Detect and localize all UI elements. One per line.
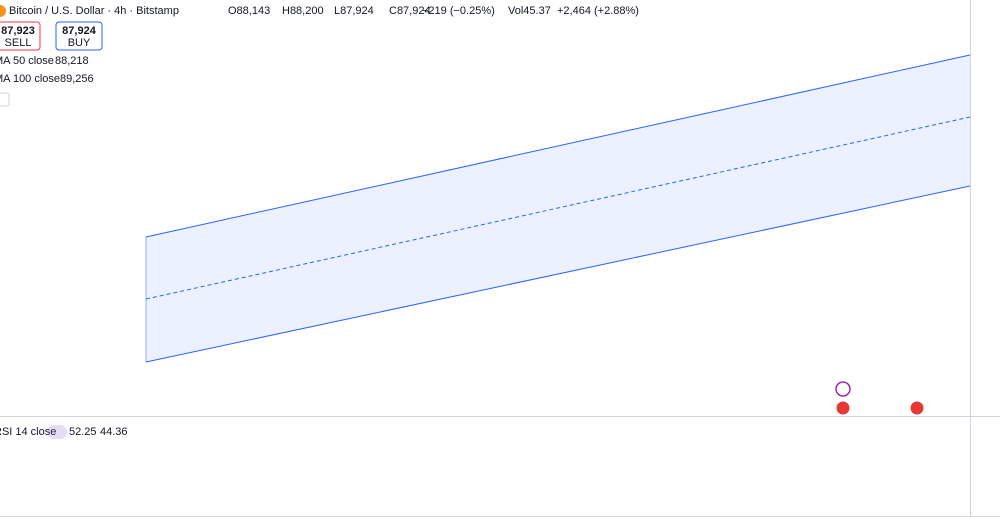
flag-icon[interactable]	[835, 400, 851, 416]
sell-price[interactable]: 87,923	[1, 25, 35, 37]
flag-icon[interactable]	[909, 400, 925, 416]
legend-ma100: MA 100 close	[0, 73, 60, 85]
high: H88,200	[282, 5, 324, 17]
channel-mid	[145, 116, 971, 300]
buy-label[interactable]: BUY	[68, 37, 91, 49]
close: C87,924	[389, 5, 431, 17]
legend-ma50-value: 88,218	[55, 55, 89, 67]
channel-lower	[145, 185, 971, 363]
buy-button[interactable]	[55, 21, 103, 51]
channel-upper	[145, 54, 971, 238]
buy-price[interactable]: 87,924	[62, 25, 97, 37]
open: O88,143	[228, 5, 270, 17]
ohlc: O88,143 H88,200 L87,924 C87,924 −219 (−0…	[228, 5, 495, 17]
legend-ma100-value: 89,256	[60, 73, 94, 85]
rsi-badge	[47, 425, 67, 439]
sell-label[interactable]: SELL	[5, 37, 32, 49]
sell-button[interactable]	[0, 21, 41, 51]
event-icon[interactable]	[835, 381, 851, 397]
change: −219 (−0.25%)	[422, 5, 495, 17]
symbol-icon	[0, 5, 6, 17]
header: Bitcoin / U.S. Dollar · 4h · Bitstamp O8…	[0, 5, 639, 439]
volume-change: +2,464 (+2.88%)	[557, 5, 639, 17]
low: L87,924	[334, 5, 374, 17]
collapse-button[interactable]	[0, 92, 10, 107]
volume-value: Vol45.37	[508, 5, 551, 17]
rsi-ma-value: 44.36	[100, 426, 128, 438]
rsi-title: RSI 14 close	[0, 426, 56, 438]
legend-ma50: MA 50 close	[0, 55, 54, 67]
volume: Vol45.37 +2,464 (+2.88%)	[508, 5, 639, 17]
rsi-value: 52.25	[69, 426, 97, 438]
symbol: Bitcoin / U.S. Dollar · 4h · Bitstamp	[9, 5, 179, 17]
